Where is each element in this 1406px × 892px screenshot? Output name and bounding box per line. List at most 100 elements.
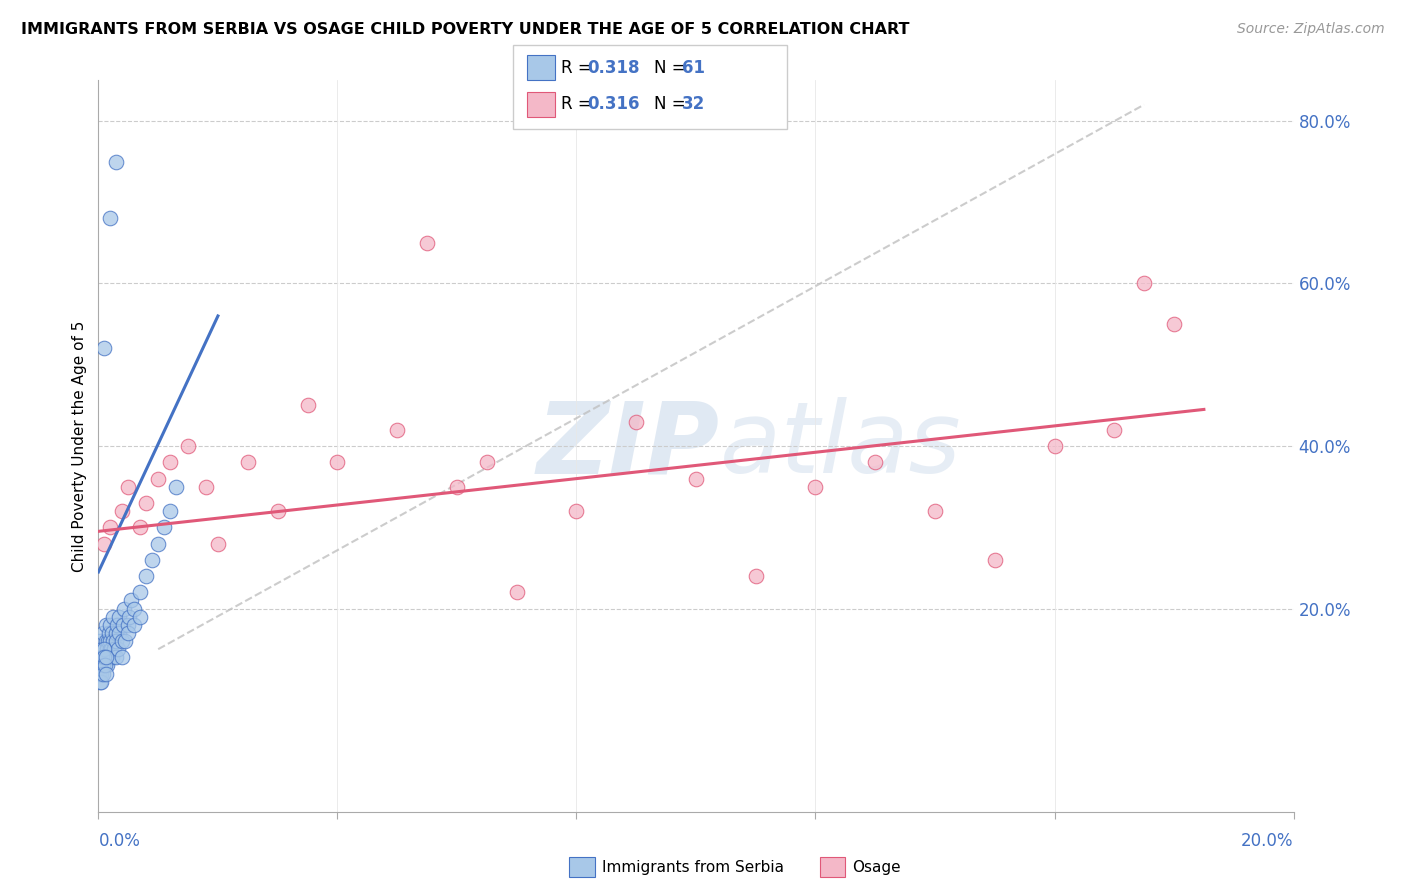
Point (506, 585, 529, 599)
Point (117, 480, 139, 494)
Text: N =: N = (654, 59, 690, 77)
Point (91, 626, 114, 640)
Point (89, 634, 111, 648)
Point (93, 650, 115, 665)
Point (94, 634, 117, 648)
Point (129, 520, 152, 534)
Point (111, 504, 134, 518)
Point (89, 674, 111, 689)
Point (97, 634, 120, 648)
Point (93, 642, 115, 657)
Point (111, 634, 134, 648)
Point (96, 642, 118, 657)
Point (107, 642, 129, 657)
Point (91, 642, 114, 657)
Point (100, 650, 122, 665)
Point (89, 650, 111, 665)
Point (103, 642, 125, 657)
Point (865, 455, 887, 469)
Point (1043, 439, 1066, 453)
Text: 0.0%: 0.0% (98, 832, 141, 850)
Point (101, 626, 124, 640)
Point (96, 650, 118, 665)
Point (165, 480, 187, 494)
Point (98, 520, 122, 534)
Text: R =: R = (561, 95, 598, 113)
Point (385, 423, 409, 437)
Point (148, 536, 170, 550)
Point (124, 617, 146, 632)
Point (159, 455, 181, 469)
Point (236, 455, 259, 469)
Point (177, 439, 200, 453)
Point (93, 536, 115, 550)
Text: Osage: Osage (852, 860, 901, 874)
Point (100, 642, 122, 657)
Point (416, 235, 439, 250)
Point (97, 650, 120, 665)
Point (105, 650, 128, 665)
Text: atlas: atlas (720, 398, 962, 494)
Point (96, 617, 118, 632)
Y-axis label: Child Poverty Under the Age of 5: Child Poverty Under the Age of 5 (72, 320, 87, 572)
Point (96, 658, 118, 673)
Point (135, 569, 157, 583)
Point (804, 480, 827, 494)
Point (105, 154, 128, 169)
Point (103, 609, 125, 624)
Text: ZIP: ZIP (537, 398, 720, 494)
Point (267, 504, 290, 518)
Text: 0.316: 0.316 (588, 95, 640, 113)
Point (1104, 423, 1126, 437)
Point (91, 666, 114, 681)
Point (93, 342, 115, 356)
Point (1133, 277, 1156, 291)
Point (924, 504, 946, 518)
Point (111, 650, 134, 665)
Point (195, 480, 218, 494)
Point (745, 569, 768, 583)
Point (108, 609, 131, 624)
Point (98, 211, 122, 226)
Text: Immigrants from Serbia: Immigrants from Serbia (602, 860, 783, 874)
Point (565, 504, 588, 518)
Point (117, 626, 139, 640)
Point (114, 634, 136, 648)
Text: 61: 61 (682, 59, 704, 77)
Point (117, 617, 139, 632)
Text: IMMIGRANTS FROM SERBIA VS OSAGE CHILD POVERTY UNDER THE AGE OF 5 CORRELATION CHA: IMMIGRANTS FROM SERBIA VS OSAGE CHILD PO… (21, 22, 910, 37)
Point (107, 626, 129, 640)
Point (124, 601, 146, 615)
Point (101, 634, 124, 648)
Point (91, 658, 114, 673)
Point (148, 471, 170, 485)
Text: 20.0%: 20.0% (1241, 832, 1294, 850)
Point (1163, 317, 1185, 331)
Text: Source: ZipAtlas.com: Source: ZipAtlas.com (1237, 22, 1385, 37)
Point (984, 553, 1007, 567)
Point (90, 658, 112, 673)
Text: R =: R = (561, 59, 598, 77)
Point (91, 650, 114, 665)
Text: N =: N = (654, 95, 690, 113)
Point (297, 398, 319, 412)
Point (105, 617, 128, 632)
Point (105, 626, 128, 640)
Point (135, 496, 157, 510)
Point (98, 617, 122, 632)
Point (98, 634, 122, 648)
Point (93, 650, 115, 665)
Point (105, 634, 128, 648)
Point (98, 626, 121, 640)
Point (326, 455, 349, 469)
Point (685, 471, 707, 485)
Point (90, 666, 112, 681)
Point (446, 480, 468, 494)
Point (87, 666, 110, 681)
Point (111, 617, 134, 632)
Point (89, 658, 111, 673)
Point (159, 504, 181, 518)
Point (153, 520, 176, 534)
Point (120, 593, 142, 607)
Point (112, 601, 135, 615)
